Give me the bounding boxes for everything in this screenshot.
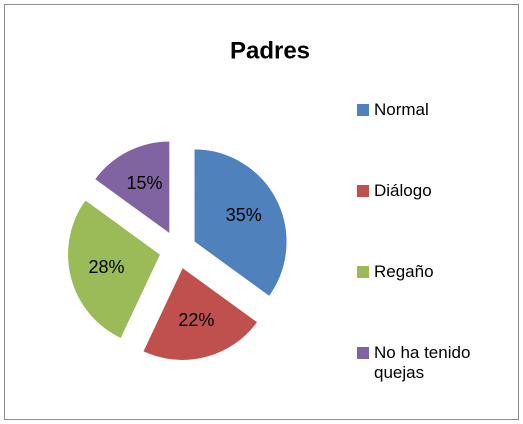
pie-slice xyxy=(193,148,288,298)
legend-swatch xyxy=(357,185,369,197)
legend-label: Diálogo xyxy=(374,181,432,200)
pie-slice xyxy=(142,266,259,361)
legend-item: Regaño xyxy=(357,262,485,343)
legend-label: Regaño xyxy=(374,262,434,281)
data-label: 35% xyxy=(226,205,262,225)
pie-slice xyxy=(93,140,171,235)
legend: Normal Diálogo Regaño No ha tenido quejas xyxy=(357,100,485,424)
legend-item: Normal xyxy=(357,100,485,181)
legend-label: Normal xyxy=(374,100,429,119)
data-label: 15% xyxy=(126,173,162,193)
legend-item: Diálogo xyxy=(357,181,485,262)
legend-label: No ha tenido quejas xyxy=(374,343,471,382)
pie-slice xyxy=(67,199,162,340)
legend-swatch xyxy=(357,347,369,359)
data-label: 28% xyxy=(89,257,125,277)
legend-item: No ha tenido quejas xyxy=(357,343,485,424)
data-label: 22% xyxy=(178,310,214,330)
chart-title: Padres xyxy=(230,37,310,64)
legend-swatch xyxy=(357,266,369,278)
legend-swatch xyxy=(357,104,369,116)
